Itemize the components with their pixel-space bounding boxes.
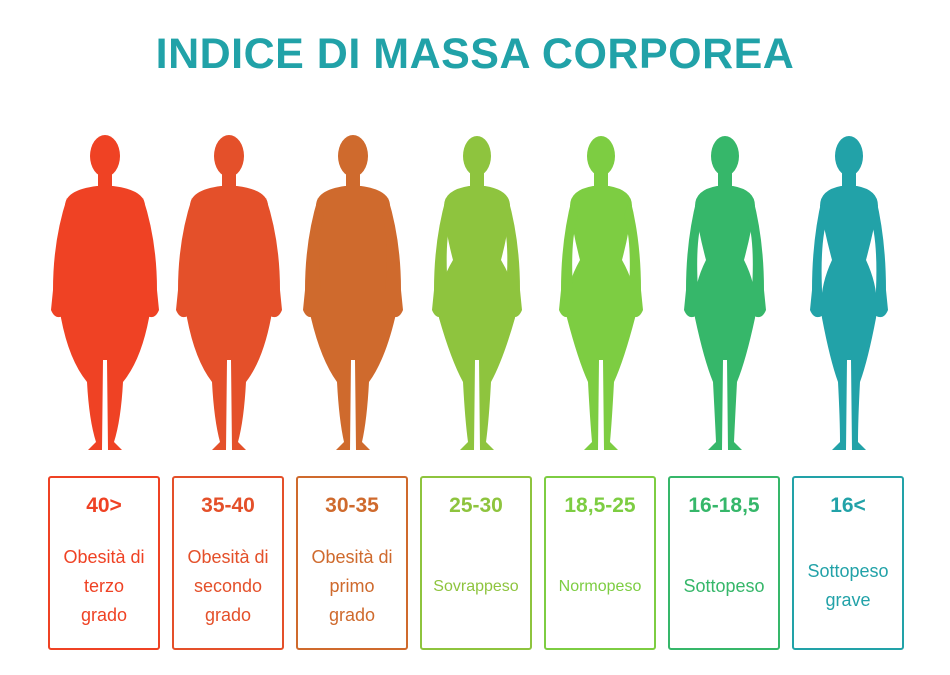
bmi-label: Sottopeso	[683, 575, 765, 596]
body-shape-icon	[559, 136, 643, 450]
bmi-range: 16-18,5	[688, 494, 760, 517]
bmi-label: Sottopeso grave	[807, 561, 889, 610]
silhouette-overweight	[415, 120, 539, 460]
bmi-card-underweight: 16-18,5 Sottopeso	[668, 476, 780, 650]
body-shape-icon	[810, 136, 888, 450]
silhouette-obesity-3	[43, 120, 167, 460]
body-shape-icon	[51, 135, 159, 450]
bmi-label: Normopeso	[558, 577, 642, 595]
body-shape-icon	[303, 135, 403, 450]
bmi-range: 30-35	[325, 494, 379, 517]
bmi-label: Obesità di secondo grado	[187, 546, 269, 625]
silhouette-underweight	[663, 120, 787, 460]
bmi-card-obesity-2: 35-40 Obesità di secondo grado	[172, 476, 284, 650]
body-shape-icon	[176, 135, 282, 450]
bmi-range: 16<	[830, 494, 866, 517]
bmi-card-obesity-3: 40> Obesità di terzo grado	[48, 476, 160, 650]
body-shape-icon	[684, 136, 766, 450]
bmi-card-severe-underweight: 16< Sottopeso grave	[792, 476, 904, 650]
silhouette-obesity-2	[167, 120, 291, 460]
body-silhouettes	[0, 120, 950, 460]
bmi-range: 40>	[86, 494, 122, 517]
bmi-label: Obesità di primo grado	[311, 546, 393, 625]
silhouette-normal	[539, 120, 663, 460]
page-title: INDICE DI MASSA CORPOREA	[155, 30, 795, 78]
silhouette-severe-underweight	[787, 120, 911, 460]
bmi-label: Obesità di terzo grado	[63, 546, 145, 625]
bmi-range: 35-40	[201, 494, 255, 517]
bmi-card-normal: 18,5-25 Normopeso	[544, 476, 656, 650]
bmi-card-overweight: 25-30 Sovrappeso	[420, 476, 532, 650]
bmi-range: 25-30	[449, 494, 503, 517]
body-shape-icon	[432, 136, 522, 450]
bmi-range: 18,5-25	[564, 494, 636, 517]
bmi-card-obesity-1: 30-35 Obesità di primo grado	[296, 476, 408, 650]
silhouette-obesity-1	[291, 120, 415, 460]
bmi-label: Sovrappeso	[433, 577, 519, 595]
